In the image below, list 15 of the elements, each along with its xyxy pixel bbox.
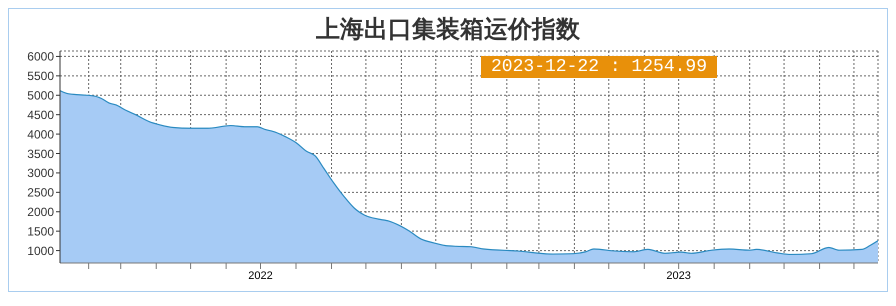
y-tick-label: 2500 [27,186,54,200]
chart-title: 上海出口集装箱运价指数 [315,16,581,45]
annotation: 2023-12-22 : 1254.99 [481,56,718,78]
y-tick-label: 5500 [27,69,54,84]
y-tick-label: 1500 [27,224,54,238]
x-tick-label: 2023 [666,270,691,282]
y-tick-label: 1000 [27,244,54,258]
y-tick-label: 6000 [27,50,54,64]
y-tick-label: 4000 [27,127,54,142]
y-tick-label: 2000 [27,205,54,220]
y-tick-label: 5000 [27,88,54,103]
x-tick-label: 2022 [248,270,273,282]
y-tick-label: 3000 [27,166,54,180]
y-tick-label: 3500 [27,146,54,161]
y-tick-label: 4500 [27,108,54,122]
